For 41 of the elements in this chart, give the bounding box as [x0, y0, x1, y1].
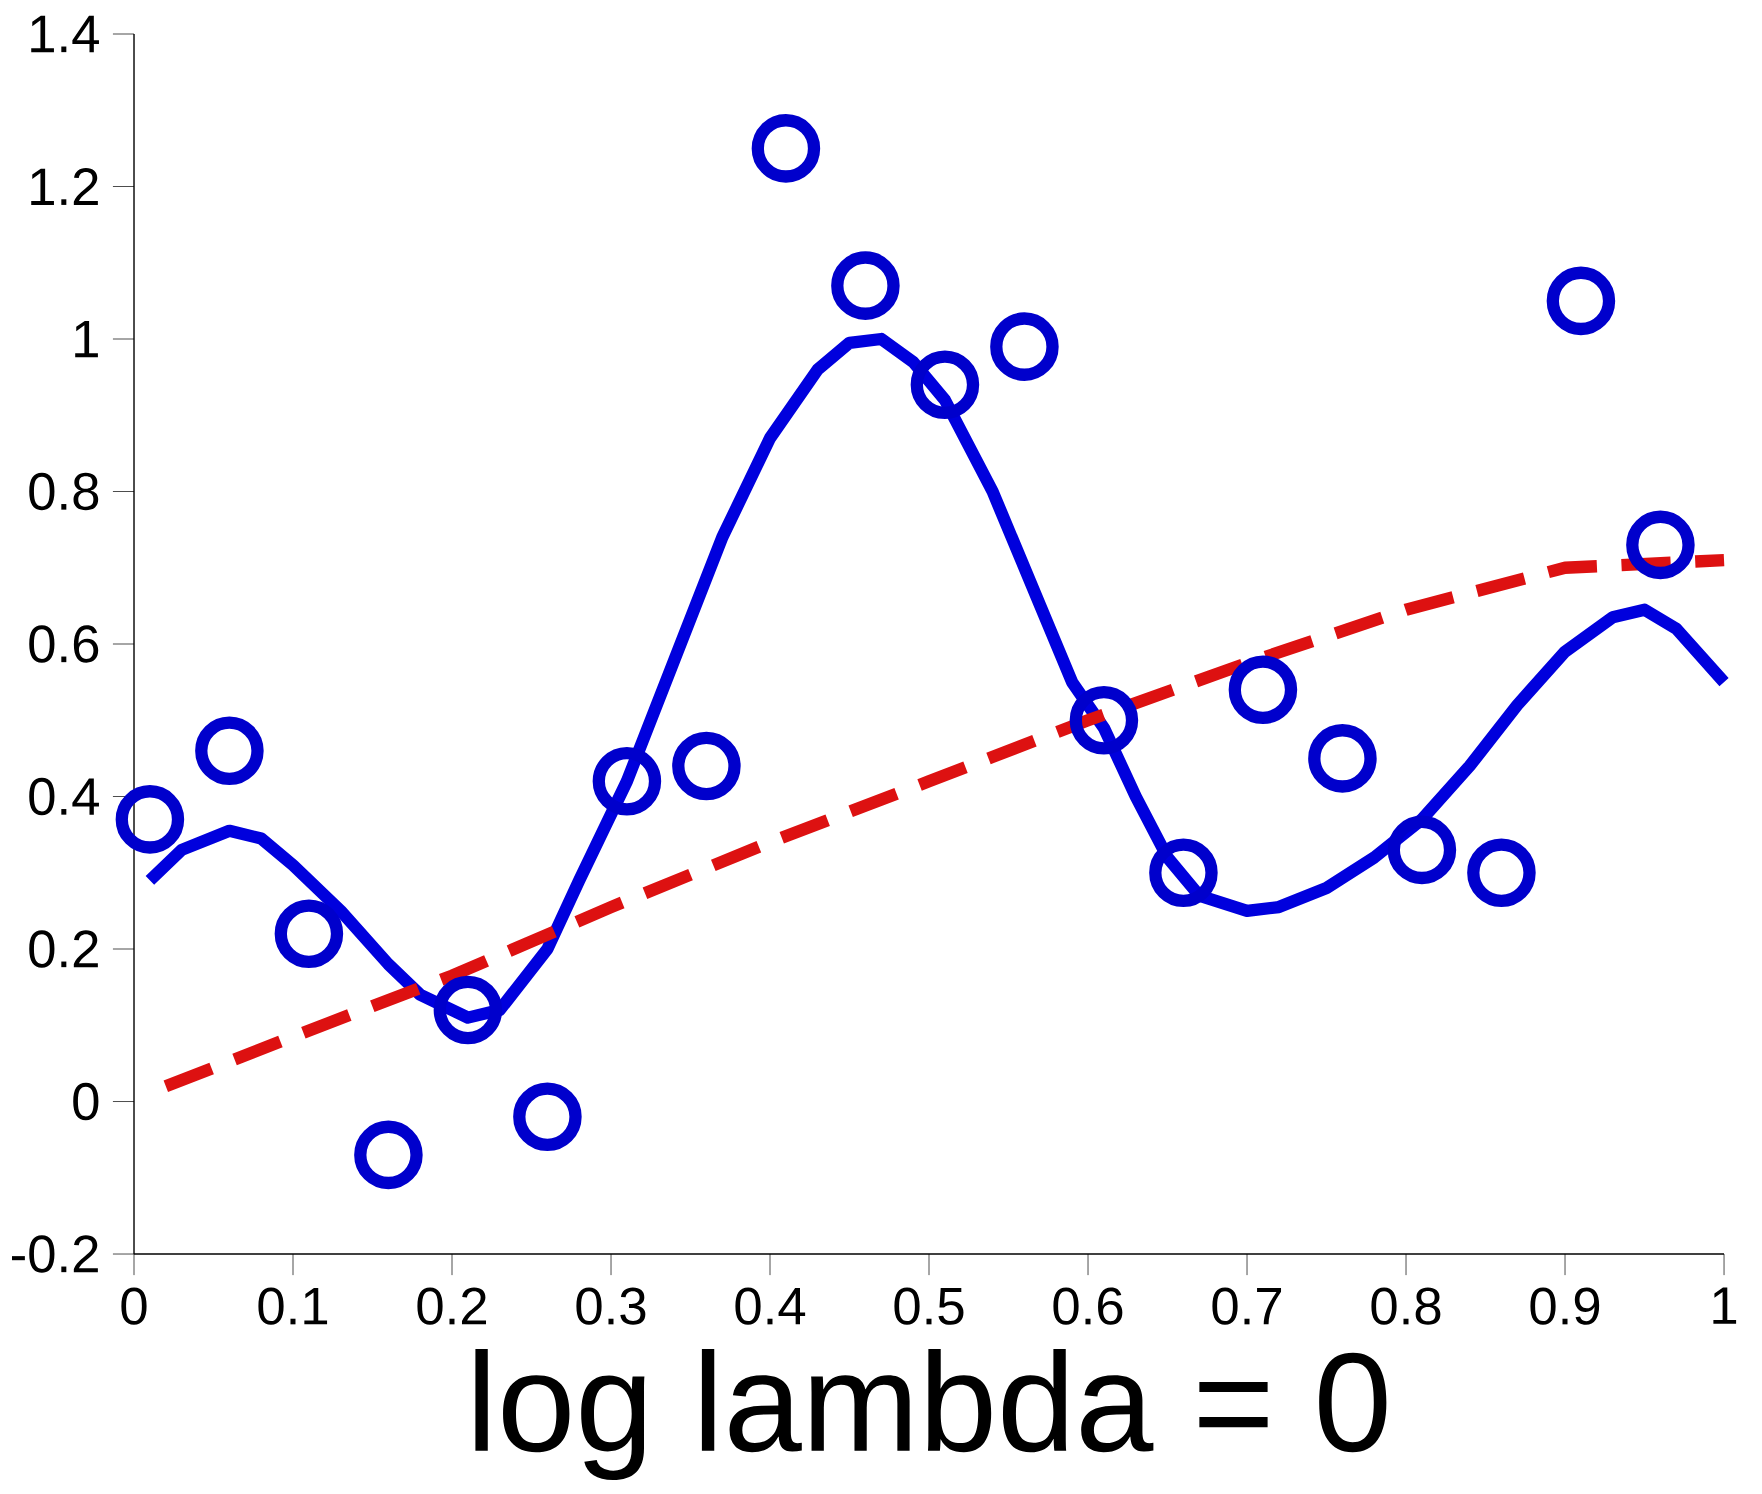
x-tick-label: 0.9 [1530, 1287, 1600, 1325]
x-tick-label: 0.2 [417, 1287, 487, 1325]
x-tick-label: 0.7 [1212, 1287, 1282, 1325]
x-tick-label: 0.4 [735, 1287, 806, 1325]
point [1149, 838, 1218, 908]
point [115, 785, 185, 854]
point [1387, 815, 1457, 885]
x-tick-label: 0.5 [894, 1287, 964, 1325]
x-tick-label: 0.8 [1371, 1287, 1441, 1325]
point [751, 114, 821, 183]
point [831, 251, 900, 320]
x-tick-label: 0 [121, 1287, 147, 1325]
y-tick-label: 0.4 [29, 777, 99, 816]
y-tick-label: 0 [73, 1082, 99, 1121]
x-tick-label: 1 [1713, 1287, 1737, 1324]
y-tick-label: 1.2 [31, 168, 98, 205]
y-tick-label: -0.2 [11, 1235, 98, 1273]
point [910, 350, 980, 420]
x-tick-label: 0.6 [1053, 1287, 1123, 1325]
point [990, 312, 1059, 381]
point [1308, 724, 1377, 793]
point [1467, 838, 1536, 908]
point [1626, 510, 1695, 580]
x-tick-label: 0.1 [258, 1287, 328, 1325]
y-tick-label: 0.6 [29, 625, 99, 663]
point [195, 716, 264, 786]
y-tick-label: 1.4 [31, 15, 99, 53]
point [672, 731, 741, 801]
x-tick-label: 0.3 [576, 1287, 646, 1325]
y-tick-label: 1 [75, 320, 98, 358]
point [433, 975, 503, 1045]
point [1546, 266, 1616, 336]
y-tick-label: 0.2 [29, 930, 98, 968]
point [592, 746, 662, 816]
y-tick-label: 0.8 [29, 472, 99, 511]
point [1228, 655, 1298, 725]
point [513, 1082, 582, 1152]
x-axis-title: log lambda = 0 [475, 1348, 1387, 1481]
point [354, 1120, 423, 1190]
point [1069, 686, 1139, 755]
point [274, 899, 344, 969]
